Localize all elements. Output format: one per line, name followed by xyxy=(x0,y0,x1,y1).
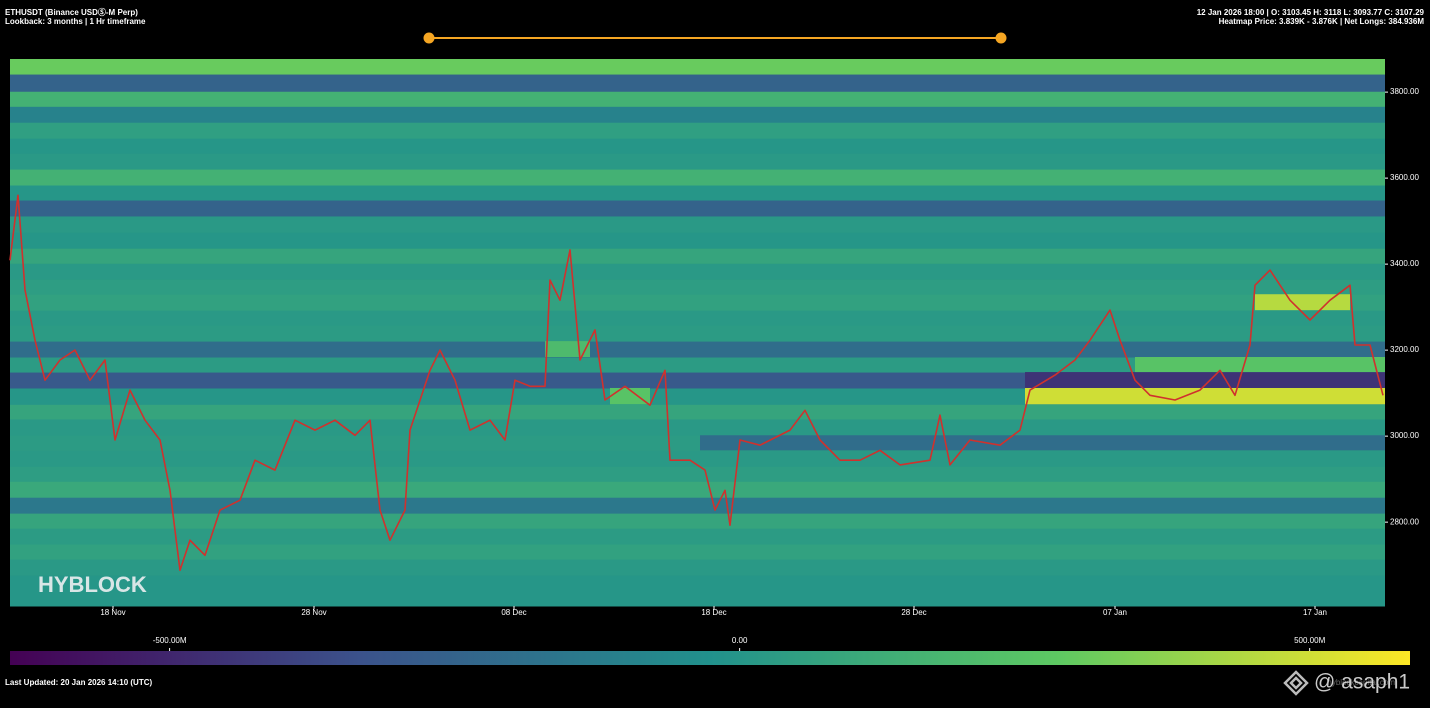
y-tick-label: 2800.00 xyxy=(1390,517,1419,526)
y-tick-label: 3600.00 xyxy=(1390,173,1419,182)
heatmap-cell xyxy=(10,122,1385,139)
heatmap-cell xyxy=(10,106,1385,123)
slider-handle[interactable] xyxy=(423,32,435,44)
heatmap-cell xyxy=(10,232,1385,249)
y-tick-label: 3800.00 xyxy=(1390,87,1419,96)
heatmap-cell xyxy=(10,184,1385,201)
x-tick-label: 07 Jan xyxy=(1103,608,1127,617)
heatmap-cell xyxy=(10,74,1385,92)
heatmap-cell xyxy=(10,294,1385,311)
heatmap-cell xyxy=(10,263,1385,280)
heatmap-cell xyxy=(10,200,1385,217)
heatmap-cell xyxy=(10,59,1385,75)
heatmap-segment xyxy=(1255,294,1350,311)
heatmap-segment xyxy=(1025,387,1385,405)
x-tick-label: 08 Dec xyxy=(501,608,526,617)
heatmap-cell xyxy=(10,91,1385,107)
chart-title: ETHUSDT (Binance USDⓈ-M Perp) xyxy=(5,7,138,17)
heatmap-info: Heatmap Price: 3.839K - 3.876K | Net Lon… xyxy=(1219,17,1425,26)
heatmap-cell xyxy=(10,575,1385,592)
heatmap-cell xyxy=(10,418,1385,436)
heatmap-cell xyxy=(10,559,1385,576)
ohlc-info: 12 Jan 2026 18:00 | O: 3103.45 H: 3118 L… xyxy=(1197,8,1425,17)
y-tick-label: 3000.00 xyxy=(1390,431,1419,440)
heatmap-cell xyxy=(10,544,1385,560)
heatmap-cell xyxy=(10,138,1385,154)
heatmap-cell xyxy=(10,481,1385,498)
heatmap-cell xyxy=(10,169,1385,186)
colorbar-tick-label: 0.00 xyxy=(732,636,748,645)
credit: @ asaph1 xyxy=(1314,671,1410,694)
heatmap-segment xyxy=(1025,372,1385,388)
x-tick-label: 18 Dec xyxy=(701,608,726,617)
colorbar-tick-label: -500.00M xyxy=(153,636,187,645)
heatmap-cell xyxy=(10,528,1385,545)
binance-logo xyxy=(1283,670,1309,696)
heatmap-segment xyxy=(610,387,650,405)
heatmap-segment xyxy=(1135,357,1385,373)
watermark: HYBLOCK xyxy=(38,572,147,597)
heatmap-cell xyxy=(10,497,1385,514)
heatmap-segment xyxy=(700,435,1385,451)
heatmap-cell xyxy=(10,466,1385,482)
heatmap-cell xyxy=(10,248,1385,264)
heatmap-cell xyxy=(10,357,1385,373)
footer: Last Updated: 20 Jan 2026 14:10 (UTC) xyxy=(5,678,152,687)
colorbar-tick-label: 500.00M xyxy=(1294,636,1325,645)
heatmap-cell xyxy=(10,450,1385,467)
colorbar xyxy=(10,651,1410,665)
heatmap-cell xyxy=(10,341,1385,358)
slider-handle[interactable] xyxy=(995,32,1007,44)
x-tick-label: 18 Nov xyxy=(100,608,125,617)
heatmap-cell xyxy=(10,325,1385,342)
y-tick-label: 3200.00 xyxy=(1390,345,1419,354)
y-tick-label: 3400.00 xyxy=(1390,259,1419,268)
x-tick-label: 28 Dec xyxy=(901,608,926,617)
chart-subtitle: Lookback: 3 months | 1 Hr timeframe xyxy=(5,17,146,26)
heatmap-cell xyxy=(10,279,1385,295)
heatmap-cell xyxy=(10,513,1385,529)
x-tick-label: 28 Nov xyxy=(301,608,326,617)
x-tick-label: 17 Jan xyxy=(1303,608,1327,617)
source: hyblockcapital.com xyxy=(1327,678,1395,687)
heatmap-cell xyxy=(10,590,1385,607)
heatmap-cell xyxy=(10,310,1385,326)
price-line xyxy=(9,194,1384,572)
heatmap-cell xyxy=(10,215,1385,233)
heatmap-cell xyxy=(10,404,1385,420)
heatmap-cell xyxy=(10,153,1385,170)
